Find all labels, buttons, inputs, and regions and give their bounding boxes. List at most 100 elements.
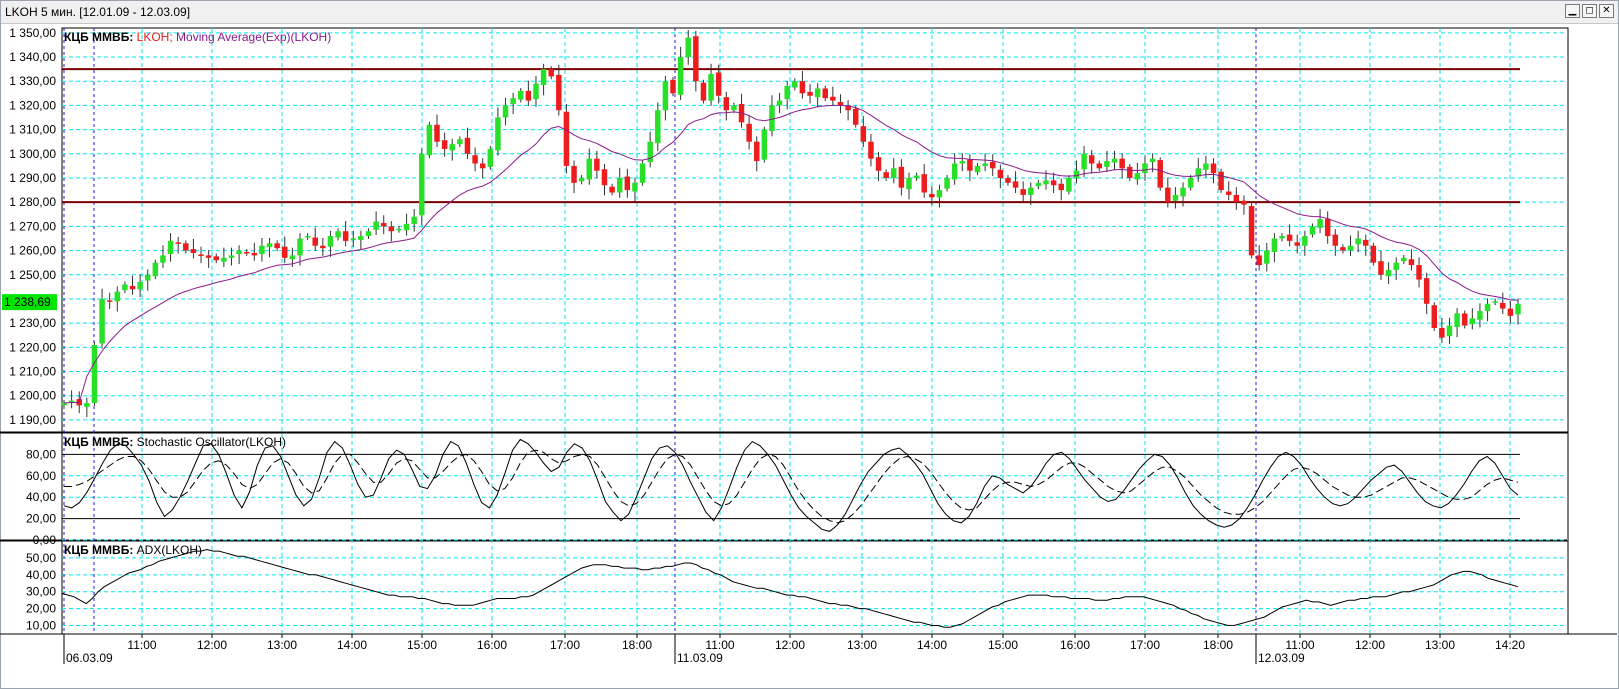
candle [479, 163, 486, 169]
candle [700, 82, 707, 101]
price-y-tick-12: 1 230,00 [9, 316, 56, 330]
candle [1134, 173, 1141, 180]
price-y-tick-5: 1 300,00 [9, 147, 56, 161]
candle [594, 158, 600, 171]
date-label-0: 06.03.09 [66, 651, 113, 665]
candle [1073, 170, 1080, 178]
x-tick-label-16: 11:00 [1285, 638, 1314, 652]
price-y-tick-9: 1 260,00 [9, 244, 56, 258]
candle [502, 105, 509, 118]
candle [898, 166, 905, 188]
candle [1256, 255, 1262, 266]
candle [761, 129, 768, 160]
adx-legend-part-1: ADX(LKOH) [137, 543, 202, 557]
candle [974, 165, 981, 173]
candle [601, 169, 608, 186]
plot-frame [61, 27, 1569, 635]
candle [114, 291, 121, 302]
candle [1035, 182, 1042, 187]
candle [464, 137, 471, 154]
candle [929, 193, 935, 198]
candle [989, 162, 996, 169]
candle [685, 37, 691, 58]
chart-area[interactable]: 1 350,00 1 340,00 1 330,00 1 320,00 1 310,00… [0, 22, 1617, 687]
candle [297, 238, 303, 256]
x-tick-label-0: 11:00 [127, 638, 156, 652]
x-tick-label-12: 15:00 [988, 638, 1018, 652]
minimize-button[interactable]: ▁ [1565, 4, 1580, 18]
candle [1127, 166, 1133, 178]
candle [320, 245, 326, 249]
candle [1446, 325, 1453, 337]
x-tick-label-11: 14:00 [917, 638, 947, 652]
candle [1507, 308, 1514, 316]
candle [852, 108, 859, 125]
candle [913, 175, 920, 178]
x-tick-label-4: 15:00 [407, 638, 437, 652]
candle [556, 74, 562, 111]
candle [1180, 187, 1186, 197]
price-y-tick-7: 1 280,00 [9, 195, 56, 209]
candle [365, 231, 372, 237]
candle [1096, 163, 1103, 169]
candle [639, 163, 646, 183]
candle [1088, 155, 1095, 164]
candle [144, 274, 151, 281]
close-icon: ✕ [1602, 5, 1611, 16]
candle [1081, 153, 1087, 170]
candle [259, 245, 265, 254]
x-tick-label-19: 14:20 [1495, 638, 1525, 652]
x-tick-label-8: 11:00 [705, 638, 734, 652]
candle [106, 300, 113, 302]
stoch-y-tick-1: 60,00 [26, 469, 56, 483]
x-tick-label-9: 12:00 [775, 638, 805, 652]
candle [426, 124, 433, 156]
candle [441, 140, 448, 149]
candle [1050, 180, 1057, 186]
candle [1378, 261, 1384, 275]
candle [1317, 219, 1323, 228]
x-tick-label-1: 12:00 [197, 638, 227, 652]
candle [487, 148, 494, 167]
candle [708, 73, 714, 101]
x-tick-label-14: 17:00 [1130, 638, 1160, 652]
candle [388, 226, 395, 232]
candle [1347, 245, 1354, 251]
candle [1439, 327, 1445, 338]
candle [1385, 269, 1392, 277]
price-y-tick-4: 1 310,00 [9, 123, 56, 137]
candle [84, 402, 90, 407]
x-tick-label-7: 18:00 [622, 638, 652, 652]
title-bar[interactable]: LKOH 5 мин. [12.01.09 - 12.03.09] ▁ ◻ ✕ [1, 1, 1618, 24]
price-y-tick-14: 1 210,00 [9, 365, 56, 379]
candle [403, 223, 410, 231]
candle [822, 88, 828, 99]
close-button[interactable]: ✕ [1599, 4, 1614, 18]
candle [693, 36, 699, 82]
candle [198, 254, 204, 256]
candle [1302, 236, 1308, 246]
candle [99, 298, 105, 344]
stoch-k-line [63, 438, 1519, 532]
candle [715, 72, 722, 96]
last-price-label: 1 238,69 [4, 295, 51, 309]
candle [906, 177, 912, 190]
candle [1393, 262, 1399, 270]
candle [982, 163, 988, 166]
candle [944, 177, 950, 189]
candle [754, 141, 760, 162]
candle [563, 111, 570, 166]
restore-button[interactable]: ◻ [1582, 4, 1597, 18]
adx-y-tick-2: 30,00 [26, 585, 56, 599]
x-tick-label-2: 13:00 [267, 638, 297, 652]
price-legend: КЦБ ММВБ: LKOH; Moving Average(Exp)(LKOH… [64, 30, 331, 44]
candle [807, 91, 813, 96]
candle [1332, 234, 1339, 246]
price-legend-part-1: LKOH; [137, 30, 176, 44]
candle [449, 144, 455, 151]
candle [1157, 160, 1163, 188]
candle [1104, 161, 1110, 167]
price-y-tick-6: 1 290,00 [9, 171, 56, 185]
candle [860, 126, 867, 142]
restore-icon: ◻ [1585, 5, 1594, 16]
